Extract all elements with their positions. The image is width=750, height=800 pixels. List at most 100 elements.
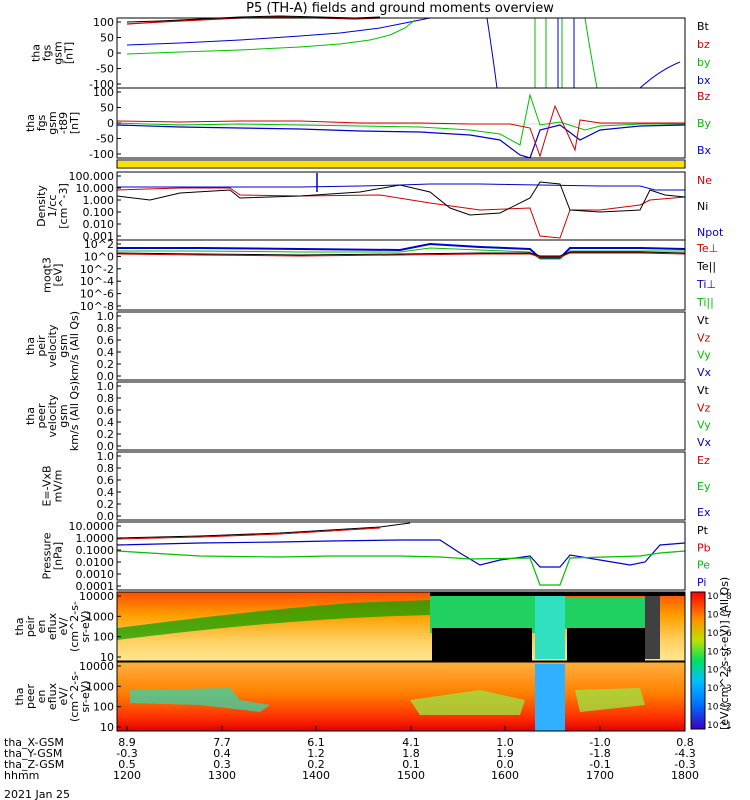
ion-top-band [430,592,685,596]
y-tick-label: 10^-4 [80,275,114,288]
legend-label: Npot [697,226,724,239]
y-tick-label: 0.8 [97,322,115,335]
legend-label: Pb [697,541,711,554]
pi-trace [116,539,686,568]
frame-efield [116,451,686,521]
x-tick-label: -1.8 [589,747,610,760]
y-tick-label: 0.0100 [76,556,115,569]
y-tick-label: 0.4 [97,486,115,499]
panel-density [116,173,686,239]
y-axis-label: gsm [46,111,59,134]
electron-warm-band [575,688,645,712]
x-tick-label: 1500 [397,769,425,782]
x-tick-label: 1.2 [307,747,325,760]
panel-flag [117,161,685,167]
x-tick-label: 1600 [491,769,519,782]
y-axis-label: sr-eV) [79,610,92,642]
panel-pressure [116,522,686,586]
y-axis-label: sr-eV) [79,680,92,712]
y-tick-label: 0.100 [83,206,115,219]
y-axis-label: tha [30,44,43,62]
y-tick-label: 10^-8 [80,300,114,313]
ti-perp-trace [117,242,686,259]
ion-low-energy-void [432,628,532,661]
x-row-label: tha_X-GSM [4,736,64,749]
y-axis-label: [nPa] [52,542,65,570]
y-tick-label: 0.2 [97,428,115,441]
x-tick-label: 1400 [302,769,330,782]
y-tick-label: 0 [107,117,114,130]
x-tick-label: 1700 [586,769,614,782]
y-axis-label: gsm [57,334,70,357]
y-tick-label: 10^-2 [80,263,114,276]
y-tick-label: 10^2 [84,238,114,251]
pb-trace [116,527,381,540]
y-axis-label: Density [35,185,48,227]
y-tick-label: 0.4 [97,346,115,359]
y-axis-label: eV/ [57,687,70,705]
legend-label: Vz [697,401,711,414]
legend-label: Te⊥ [696,242,718,255]
ne-trace [116,187,686,239]
y-tick-label: -50 [96,133,114,146]
y-axis-label: fgs [35,114,48,131]
y-axis-label: [nT] [63,42,76,64]
y-axis-label: eV/ [57,617,70,635]
bx-spike-trace [486,17,681,89]
frame-density [116,171,686,241]
legend-label: Vy [697,419,711,432]
y-axis-label: en [35,620,48,634]
colorbar-tick-label: 10^7 [707,610,732,620]
x-tick-label: 1.8 [402,747,420,760]
x-tick-label: 1200 [113,769,141,782]
y-axis-label: -t89 [57,112,70,134]
y-tick-label: 100.000 [69,170,115,183]
ion-edge-band [645,593,660,659]
legend-label: Bt [697,20,710,33]
y-axis-label: E=-VxB [41,465,54,506]
y-axis-label: (cm^2-s- [68,601,81,652]
y-tick-label: 50 [100,102,114,115]
legend-label: Vx [697,366,712,379]
y-tick-label: 10000 [79,660,114,673]
x-axis: tha_X-GSM 8.9 7.7 6.1 4.1 1.0 -1.0 0.8 tha_Y-GSM… [4,726,699,782]
ion-flux-band [117,600,430,640]
ion-lobe-band [535,593,565,659]
legend-label: Te|| [696,260,716,273]
x-tick-label: 1800 [671,769,699,782]
y-tick-label: -100 [89,148,114,161]
y-tick-label: 0.8 [97,392,115,405]
x-tick-label: -1.0 [589,736,610,749]
frame-pressure [116,521,686,591]
legend-label: Ti|| [696,296,714,309]
legend-label: Pt [697,524,709,537]
frame-electron-velocity [116,381,686,451]
colorbar-tick-label: 10^2 [707,703,732,713]
y-tick-label: 1.0 [97,310,115,323]
y-tick-label: 100 [93,631,114,644]
legend-label: by [697,56,711,69]
y-tick-label: 1.0 [97,450,115,463]
panel-fgs-gsm [126,15,681,89]
y-tick-label: 10^0 [84,250,114,263]
x-row-label: tha_Y-GSM [4,747,62,760]
y-tick-label: 0.0 [97,510,115,523]
y-tick-label: 0.2 [97,498,115,511]
ion-hot-band [430,593,535,633]
y-axis-label: gsm [52,41,65,64]
y-tick-label: 0.6 [97,474,115,487]
frame-ion-spectrogram [116,591,686,662]
by-trace [126,19,416,55]
y-axis-label: peir [24,615,37,637]
y-axis-label: tha [24,407,37,425]
y-tick-label: 1.0 [97,380,115,393]
legend-label: Ez [697,454,710,467]
y-tick-label: 10000 [79,590,114,603]
ni-trace [116,181,686,216]
colorbar [690,591,706,730]
legend-label: Bx [697,144,712,157]
x-tick-label: 1300 [208,769,236,782]
y-tick-label: 1.0000 [76,532,115,545]
by-trace [116,93,685,146]
y-tick-label: 0.0 [97,370,115,383]
